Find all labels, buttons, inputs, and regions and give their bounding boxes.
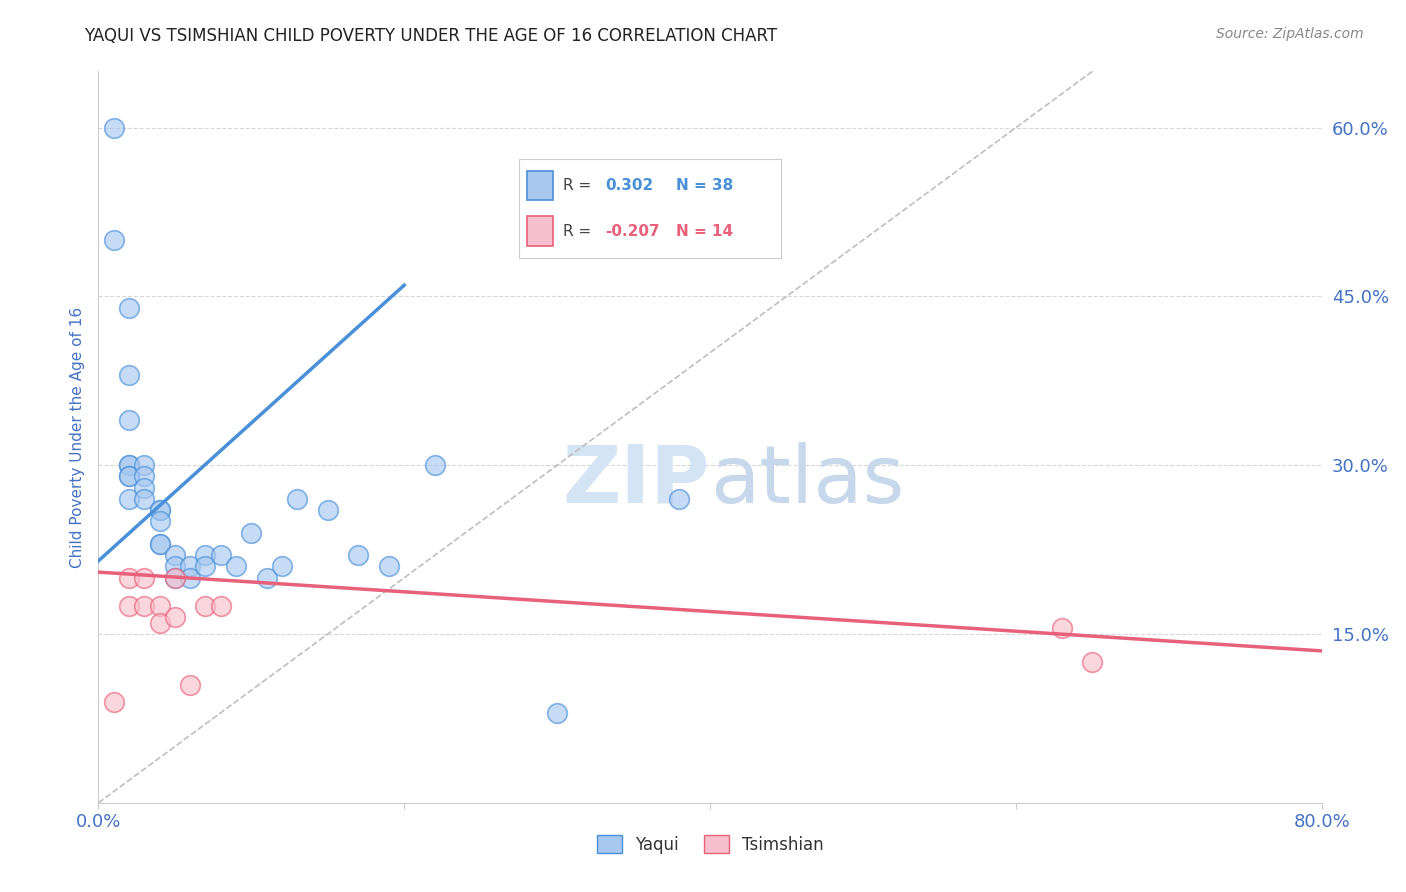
Point [149, 615, 172, 630]
Point [134, 491, 156, 506]
Point [1081, 655, 1104, 669]
Point [179, 559, 201, 574]
Point [209, 548, 232, 562]
Text: 0.302: 0.302 [606, 178, 654, 193]
Y-axis label: Child Poverty Under the Age of 16: Child Poverty Under the Age of 16 [69, 307, 84, 567]
Bar [527, 170, 553, 201]
Point [1050, 621, 1073, 635]
Point [118, 571, 141, 585]
Point [194, 599, 217, 613]
Text: YAQUI VS TSIMSHIAN CHILD POVERTY UNDER THE AGE OF 16 CORRELATION CHART: YAQUI VS TSIMSHIAN CHILD POVERTY UNDER T… [84, 27, 778, 45]
Point [163, 610, 186, 624]
Point [194, 559, 217, 574]
Point [149, 503, 172, 517]
Point [668, 491, 690, 506]
Text: ZIP: ZIP [562, 442, 710, 520]
Point [118, 413, 141, 427]
Point [134, 481, 156, 495]
Point [194, 548, 217, 562]
Point [118, 458, 141, 473]
Point [149, 515, 172, 529]
Point [103, 120, 125, 135]
Point [546, 706, 568, 720]
Point [270, 559, 292, 574]
Point [179, 678, 201, 692]
Point [149, 503, 172, 517]
Point [209, 599, 232, 613]
Point [347, 548, 370, 562]
Point [103, 694, 125, 708]
Point [163, 571, 186, 585]
Point [118, 469, 141, 483]
Point [423, 458, 446, 473]
Legend: Yaqui, Tsimshian: Yaqui, Tsimshian [591, 829, 830, 860]
Point [134, 599, 156, 613]
Point [149, 599, 172, 613]
Point [316, 503, 339, 517]
Text: R =: R = [564, 178, 592, 193]
Point [118, 599, 141, 613]
Point [378, 559, 401, 574]
Point [118, 368, 141, 383]
Point [149, 537, 172, 551]
Point [118, 491, 141, 506]
Text: R =: R = [564, 224, 592, 239]
Point [149, 537, 172, 551]
Point [256, 571, 278, 585]
Point [163, 548, 186, 562]
Text: N = 14: N = 14 [676, 224, 733, 239]
Text: Source: ZipAtlas.com: Source: ZipAtlas.com [1216, 27, 1364, 41]
Point [285, 491, 308, 506]
Point [163, 571, 186, 585]
Bar [527, 217, 553, 246]
Point [118, 301, 141, 315]
Point [103, 233, 125, 247]
Point [118, 469, 141, 483]
Text: -0.207: -0.207 [606, 224, 659, 239]
Text: atlas: atlas [710, 442, 904, 520]
Point [179, 571, 201, 585]
Point [118, 458, 141, 473]
Point [134, 469, 156, 483]
Point [134, 571, 156, 585]
Point [240, 525, 263, 540]
Point [163, 559, 186, 574]
Text: N = 38: N = 38 [676, 178, 733, 193]
Point [225, 559, 247, 574]
Point [134, 458, 156, 473]
